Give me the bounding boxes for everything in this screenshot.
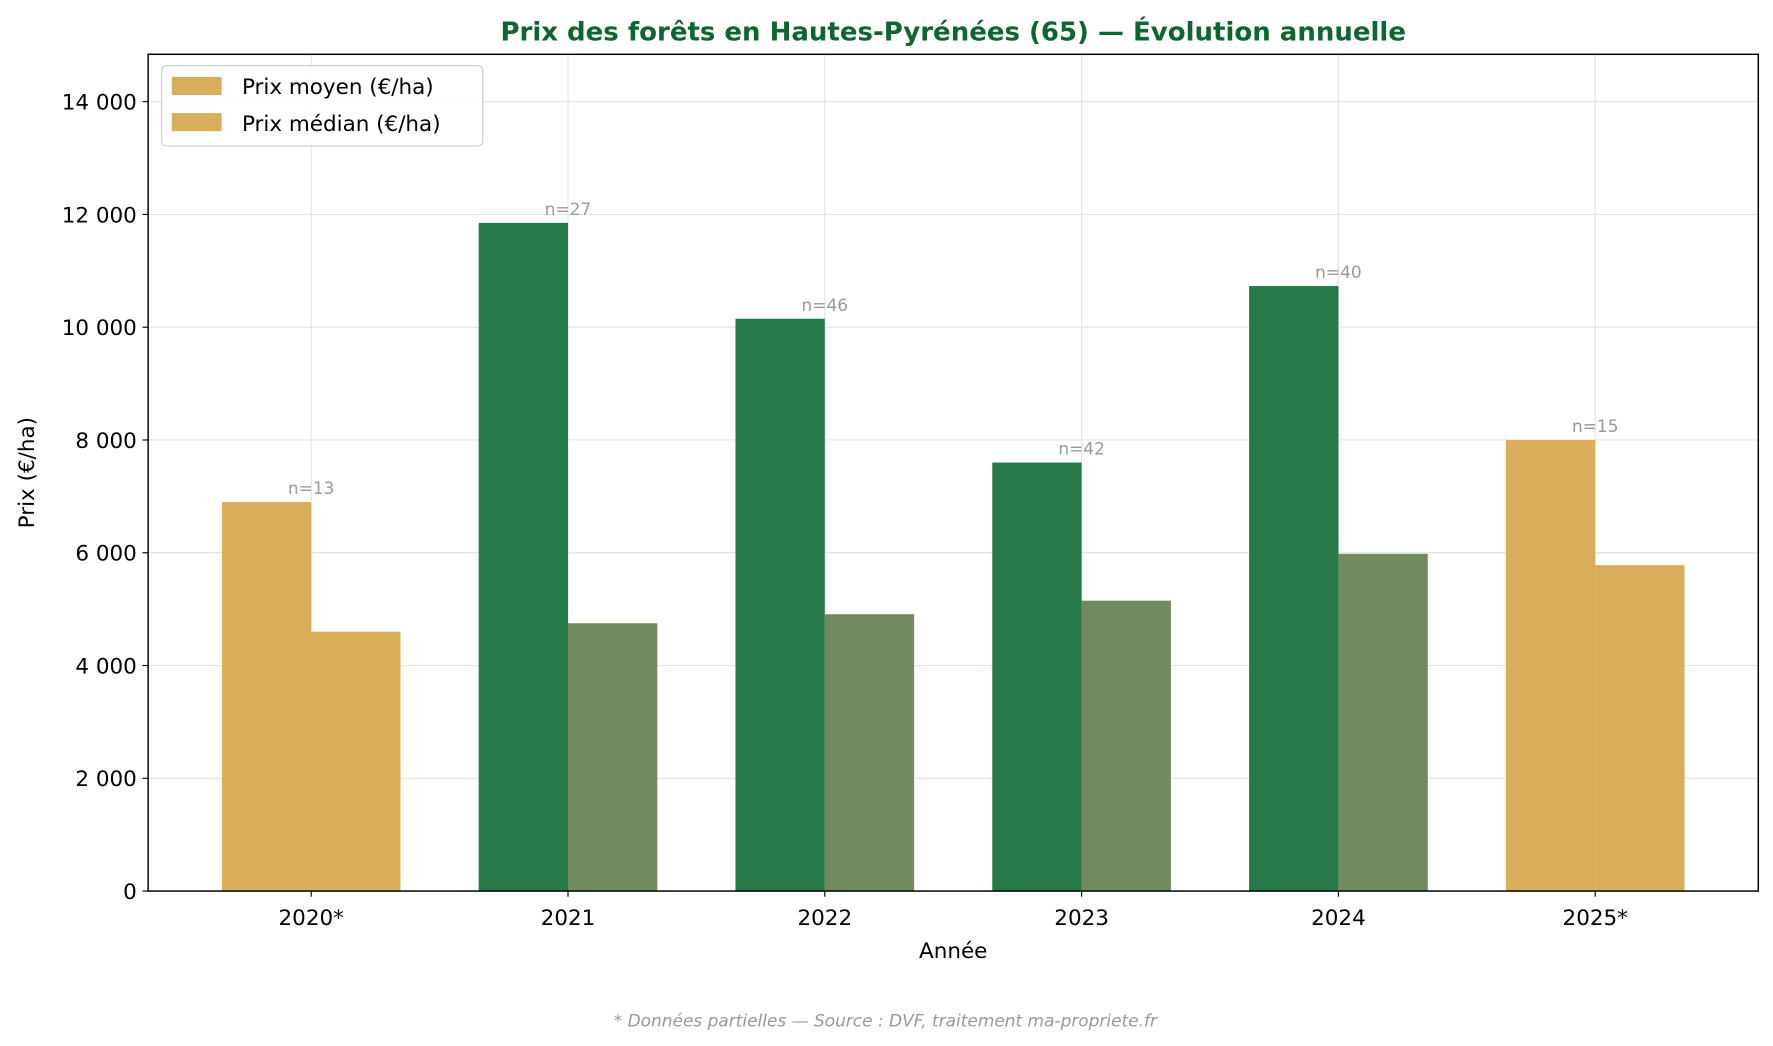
plot-frame <box>147 53 1760 892</box>
x-tick-label: 2021 <box>541 906 596 931</box>
y-tick-label: 8 000 <box>75 429 136 454</box>
bar-median-2022 <box>824 614 915 892</box>
legend-label-mean: Prix moyen (€/ha) <box>242 75 434 100</box>
x-axis: 2020* 2021 2022 2023 2024 2025* <box>279 891 1629 931</box>
bar-median-2023 <box>1081 600 1171 892</box>
x-tick-label: 2020* <box>279 906 345 931</box>
y-axis: 0 2 000 4 000 6 000 8 000 10 000 12 000 14 000 <box>62 91 149 905</box>
y-tick-label: 4 000 <box>75 654 136 679</box>
bar-median-2025* <box>1595 565 1685 892</box>
x-tick-label: 2024 <box>1311 906 1366 931</box>
bar-mean-2020* <box>221 502 312 892</box>
bar-median-2020* <box>311 631 401 892</box>
legend: Prix moyen (€/ha) Prix médian (€/ha) <box>161 65 484 147</box>
count-annotation: n=13 <box>288 478 335 498</box>
x-tick-label: 2022 <box>797 906 852 931</box>
y-tick-label: 12 000 <box>62 203 137 228</box>
bar-mean-2023 <box>992 462 1082 892</box>
count-annotation: n=46 <box>802 295 849 315</box>
annotations: n=13 n=27 n=46 n=42 n=40 n=15 <box>288 199 1619 498</box>
legend-swatch-mean <box>171 76 222 96</box>
legend-box <box>161 65 484 147</box>
bar-mean-2021 <box>478 222 569 892</box>
count-annotation: n=15 <box>1572 416 1619 436</box>
x-tick-label: 2023 <box>1054 906 1109 931</box>
x-axis-label: Année <box>919 939 987 964</box>
y-tick-label: 6 000 <box>75 542 136 567</box>
bar-mean-2024 <box>1249 286 1339 892</box>
footnote: * Données partielles — Source : DVF, tra… <box>614 1011 1158 1031</box>
y-tick-label: 10 000 <box>62 316 137 341</box>
bar-median-2021 <box>568 623 658 892</box>
y-axis-label: Prix (€/ha) <box>15 417 40 528</box>
bars <box>221 222 1685 892</box>
legend-label-median: Prix médian (€/ha) <box>242 112 441 137</box>
bar-mean-2022 <box>735 318 825 892</box>
legend-swatch-median <box>171 113 222 132</box>
count-annotation: n=42 <box>1058 439 1105 459</box>
y-tick-label: 0 <box>123 880 137 905</box>
chart-title: Prix des forêts en Hautes-Pyrénées (65) … <box>500 16 1406 48</box>
count-annotation: n=40 <box>1315 262 1362 282</box>
x-tick-label: 2025* <box>1563 906 1629 931</box>
bar-median-2024 <box>1338 553 1428 892</box>
y-tick-label: 2 000 <box>75 767 136 792</box>
y-tick-label: 14 000 <box>62 91 137 116</box>
bar-mean-2025* <box>1505 439 1596 892</box>
count-annotation: n=27 <box>545 199 592 219</box>
